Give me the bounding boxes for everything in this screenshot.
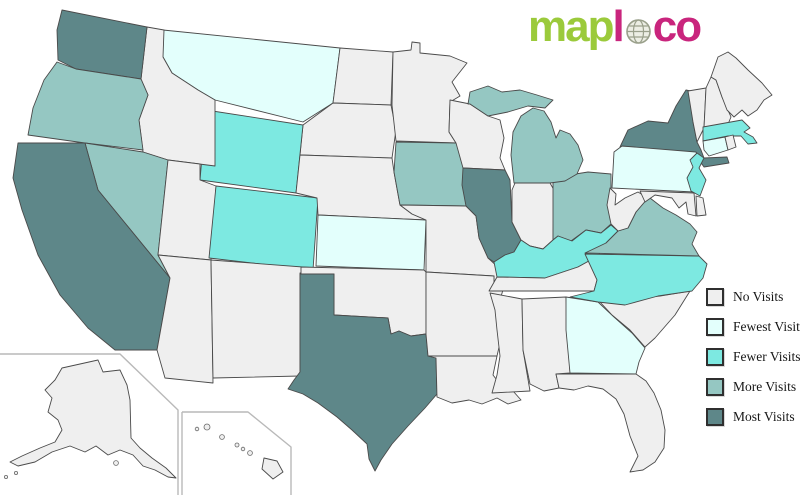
- state-minnesota[interactable]: [391, 41, 468, 144]
- legend-label-most-visits: Most Visits: [733, 409, 795, 424]
- state-maryland[interactable]: [639, 190, 697, 217]
- legend-swatch-most-visits: [706, 408, 724, 426]
- legend-row-most-visits: Most Visits: [706, 408, 800, 426]
- legend-label-more-visits: More Visits: [733, 379, 797, 394]
- state-california[interactable]: [12, 142, 171, 351]
- legend-row-no-visits: No Visits: [706, 288, 800, 306]
- logo-text-l: l: [612, 2, 624, 51]
- state-maine[interactable]: [710, 51, 773, 118]
- maploco-logo[interactable]: map l co: [528, 2, 702, 53]
- logo-text-co: co: [652, 2, 702, 51]
- visits-legend: No Visits Fewest Visits Fewer Visits Mor…: [706, 288, 800, 426]
- legend-row-fewer-visits: Fewer Visits: [706, 348, 800, 366]
- state-north-carolina[interactable]: [569, 253, 708, 306]
- state-alaska[interactable]: [9, 359, 177, 479]
- state-georgia[interactable]: [565, 296, 646, 375]
- legend-swatch-fewer-visits: [706, 348, 724, 366]
- state-ohio[interactable]: [552, 171, 612, 242]
- state-texas[interactable]: [287, 273, 438, 472]
- state-vermont[interactable]: [687, 87, 707, 143]
- state-north-dakota[interactable]: [332, 47, 394, 106]
- legend-swatch-fewest-visits: [706, 318, 724, 336]
- state-oregon[interactable]: [27, 61, 149, 151]
- state-rhode-island[interactable]: [724, 134, 737, 151]
- state-new-jersey[interactable]: [686, 152, 707, 197]
- legend-label-fewer-visits: Fewer Visits: [733, 349, 800, 364]
- legend-row-fewest-visits: Fewest Visits: [706, 318, 800, 336]
- state-colorado[interactable]: [208, 185, 319, 271]
- legend-label-no-visits: No Visits: [733, 289, 784, 304]
- state-hawaii[interactable]: [194, 423, 284, 480]
- legend-swatch-no-visits: [706, 288, 724, 306]
- state-kansas[interactable]: [315, 214, 427, 271]
- state-connecticut[interactable]: [702, 136, 729, 157]
- state-florida[interactable]: [555, 373, 666, 473]
- alaska-inset-frame: [0, 353, 179, 495]
- state-delaware[interactable]: [695, 195, 707, 217]
- legend-row-more-visits: More Visits: [706, 378, 800, 396]
- logo-text-map: map: [528, 2, 614, 51]
- legend-swatch-more-visits: [706, 378, 724, 396]
- state-michigan[interactable]: [467, 85, 584, 184]
- legend-label-fewest-visits: Fewest Visits: [733, 319, 800, 334]
- state-west-virginia[interactable]: [606, 187, 649, 232]
- aleutian-islet: [4, 474, 9, 479]
- globe-icon: [625, 9, 652, 53]
- kodiak-islet: [113, 460, 119, 466]
- aleutian-islet: [13, 470, 18, 475]
- hawaii-inset-frame: [181, 411, 292, 495]
